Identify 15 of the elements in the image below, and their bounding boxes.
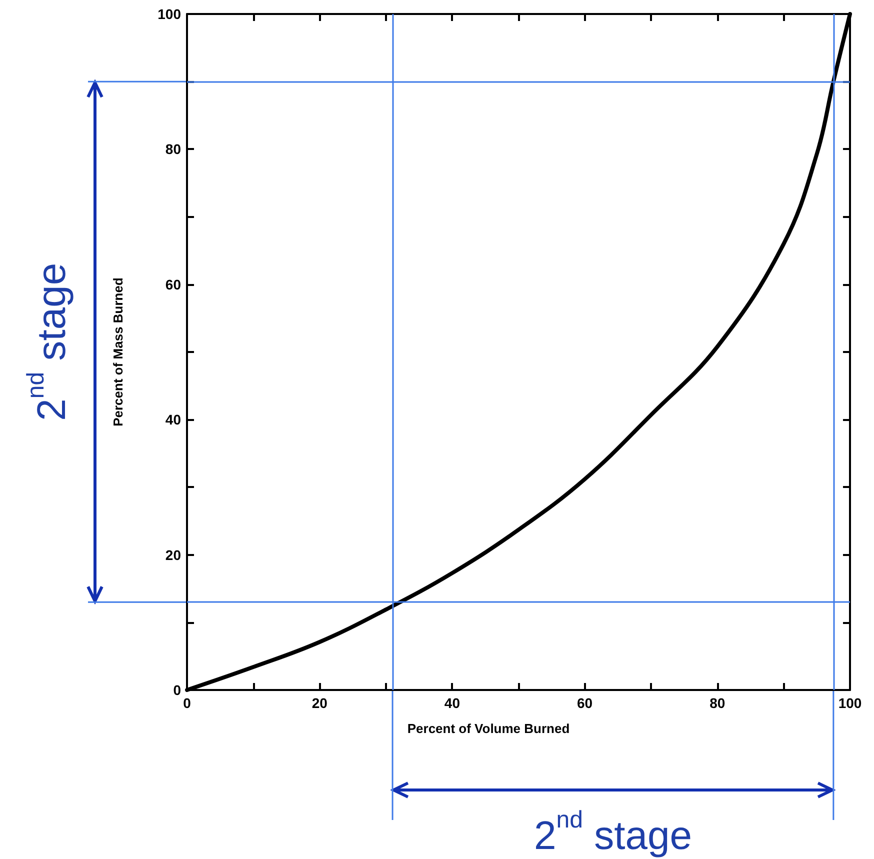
x-tick-label: 20 xyxy=(312,695,328,711)
y-tick-label: 80 xyxy=(165,141,182,158)
y-tick-label: 20 xyxy=(165,546,182,563)
x-tick-label: 0 xyxy=(183,695,192,711)
x-tick-label: 40 xyxy=(444,695,460,711)
x-tick-label: 80 xyxy=(710,695,726,711)
y-tick-label: 100 xyxy=(158,6,182,22)
y-tick-label: 40 xyxy=(165,412,182,428)
y-axis-title: Percent of Mass Burned xyxy=(110,278,126,426)
y-tick-label: 0 xyxy=(173,682,182,698)
x-tick-label: 60 xyxy=(577,695,593,711)
x-tick-label: 100 xyxy=(838,695,862,711)
text: 2nd stage xyxy=(22,262,74,421)
x-axis-title: Percent of Volume Burned xyxy=(407,721,570,736)
y-tick-label: 60 xyxy=(165,276,182,292)
